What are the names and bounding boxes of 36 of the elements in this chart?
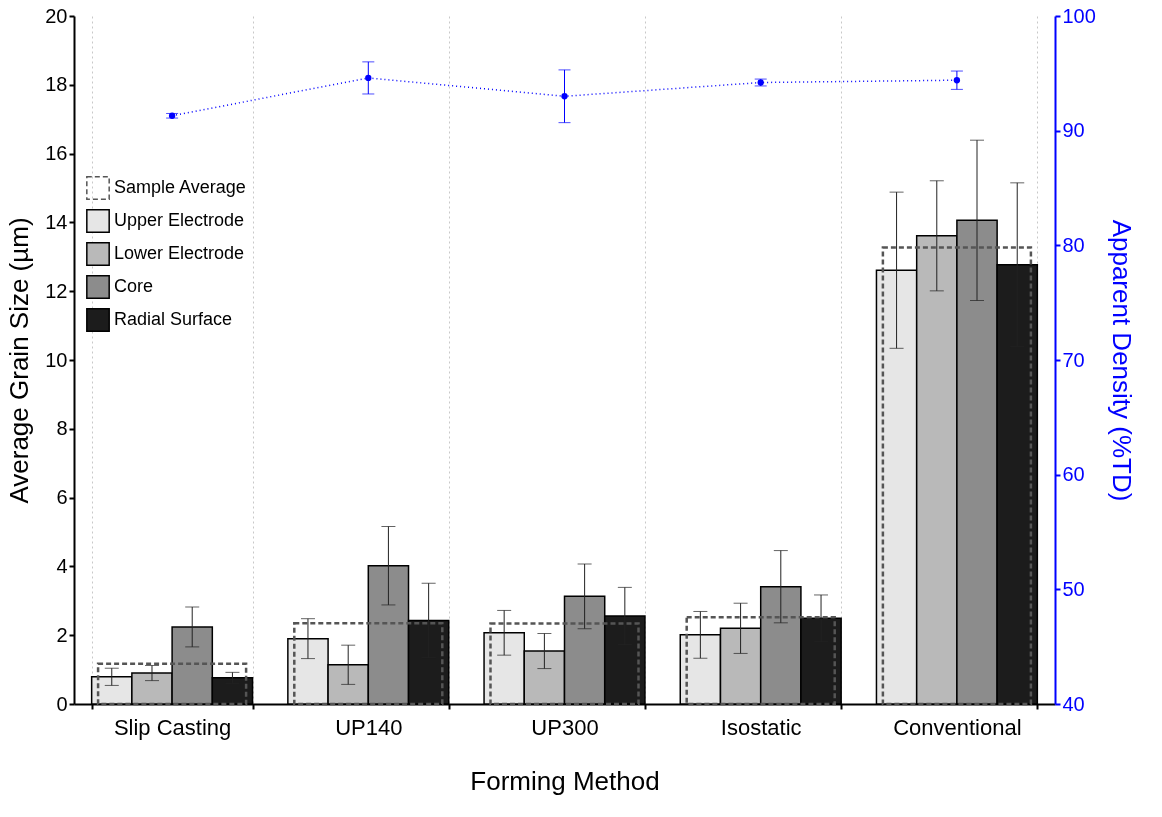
- x-tick-label: Slip Casting: [113, 714, 232, 740]
- bar: [685, 616, 836, 706]
- x-tick-label: UP300: [531, 714, 599, 740]
- y2-tick-label: 80: [1062, 233, 1085, 256]
- y2-tick-label: 70: [1062, 348, 1085, 371]
- y-tick-label: 6: [56, 486, 68, 509]
- y-tick-label: 8: [56, 417, 68, 440]
- bar: [881, 246, 1033, 706]
- y-tick-label: 4: [56, 554, 68, 577]
- y-tick-label: 16: [45, 142, 68, 165]
- y-tick-label: 14: [45, 210, 68, 233]
- y-tick-label: 0: [56, 692, 68, 715]
- x-tick-label: UP140: [335, 714, 403, 740]
- y-axis-title: Average Grain Size (µm): [4, 217, 35, 504]
- bar: [96, 662, 248, 706]
- legend-label: Upper Electrode: [114, 210, 245, 230]
- y2-tick-label: 50: [1062, 577, 1085, 600]
- y-tick-label: 2: [56, 623, 68, 646]
- y2-tick-label: 100: [1062, 4, 1096, 27]
- legend-label: Sample Average: [114, 177, 246, 197]
- legend-label: Core: [114, 276, 154, 296]
- y-tick-label: 18: [45, 73, 68, 96]
- bar: [489, 622, 640, 706]
- y-tick-label: 12: [45, 279, 68, 302]
- legend-label: Radial Surface: [114, 309, 233, 329]
- y-tick-label: 20: [45, 4, 68, 27]
- legend-label: Lower Electrode: [114, 243, 245, 263]
- y2-axis-title: Apparent Density (%TD): [1106, 219, 1137, 502]
- y2-tick-label: 40: [1062, 692, 1085, 715]
- x-tick-label: Conventional: [893, 714, 1022, 740]
- y2-tick-label: 90: [1062, 119, 1085, 142]
- x-tick-label: Isostatic: [720, 714, 802, 740]
- bar: [293, 621, 444, 706]
- y-tick-label: 10: [45, 348, 68, 371]
- y2-tick-label: 60: [1062, 463, 1085, 486]
- x-axis-title: Forming Method: [470, 765, 660, 796]
